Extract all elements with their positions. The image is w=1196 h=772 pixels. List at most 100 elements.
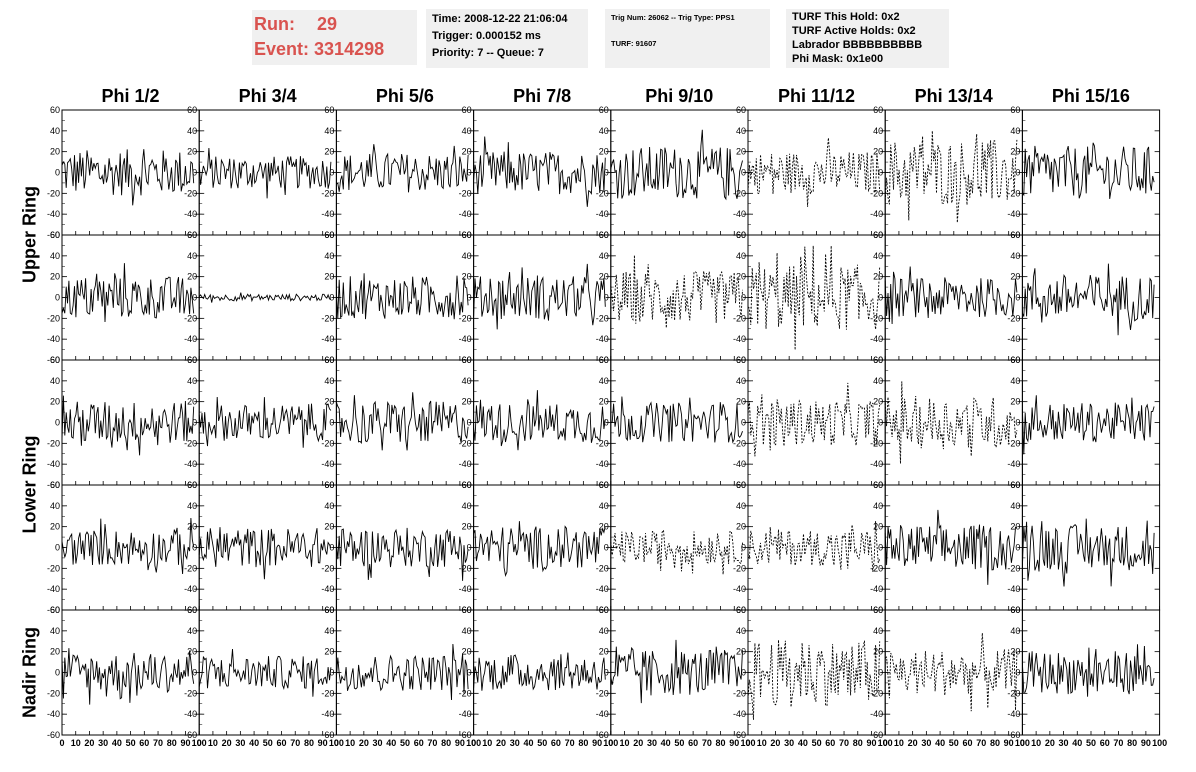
y-tick-label: 0 xyxy=(467,668,472,678)
x-tick-label: 80 xyxy=(853,738,863,748)
y-tick-label: 60 xyxy=(736,230,746,240)
y-tick-label: 20 xyxy=(324,397,334,407)
x-tick-label: 50 xyxy=(400,738,410,748)
panel-frame xyxy=(61,609,200,736)
y-tick-label: -20 xyxy=(47,313,60,323)
y-tick-label: -40 xyxy=(870,459,883,469)
y-tick-label: 20 xyxy=(324,272,334,282)
x-tick-label: 60 xyxy=(414,738,424,748)
run-label: Run: xyxy=(254,14,295,34)
y-tick-label: 40 xyxy=(187,501,197,511)
waveform-line xyxy=(473,390,606,451)
y-tick-label: -60 xyxy=(321,730,334,740)
y-tick-label: -20 xyxy=(184,313,197,323)
panel-frame xyxy=(610,234,749,361)
y-tick-label: -20 xyxy=(733,188,746,198)
y-tick-label: 20 xyxy=(462,397,472,407)
y-tick-label: -60 xyxy=(47,230,60,240)
y-tick-label: 20 xyxy=(462,272,472,282)
y-tick-label: 0 xyxy=(192,668,197,678)
y-tick-label: 40 xyxy=(1010,626,1020,636)
run-value: 29 xyxy=(316,14,338,34)
x-tick-label: 80 xyxy=(1127,738,1137,748)
y-tick-label: 40 xyxy=(736,376,746,386)
y-tick-label: -60 xyxy=(47,480,60,490)
y-tick-label: -40 xyxy=(1007,209,1020,219)
x-tick-label: 0 xyxy=(59,738,64,748)
x-tick-label: 50 xyxy=(949,738,959,748)
waveform-line xyxy=(61,517,195,575)
y-tick-label: 0 xyxy=(55,543,60,553)
x-tick-label: 0 xyxy=(745,738,750,748)
x-tick-label: 10 xyxy=(894,738,904,748)
y-tick-label: -60 xyxy=(459,730,472,740)
y-tick-label: -60 xyxy=(596,730,609,740)
y-tick-label: -40 xyxy=(459,459,472,469)
event-value: 3314298 xyxy=(314,39,385,59)
y-tick-label: -40 xyxy=(47,584,60,594)
x-tick-label: 40 xyxy=(112,738,122,748)
y-tick-label: 0 xyxy=(1015,418,1020,428)
turf-active-text: TURF Active Holds: 0x2 xyxy=(792,25,916,37)
y-tick-label: -40 xyxy=(47,209,60,219)
waveform-line xyxy=(1021,644,1155,697)
y-tick-label: 0 xyxy=(55,668,60,678)
y-tick-label: 40 xyxy=(324,251,334,261)
waveform-line xyxy=(473,521,606,577)
y-tick-label: -40 xyxy=(596,334,609,344)
y-tick-label: 20 xyxy=(324,147,334,157)
column-title: Phi 11/12 xyxy=(777,86,856,106)
y-tick-label: 60 xyxy=(187,105,197,115)
y-tick-label: 40 xyxy=(324,626,334,636)
y-tick-label: 40 xyxy=(1010,501,1020,511)
x-tick-label: 10 xyxy=(1031,738,1041,748)
y-tick-label: 20 xyxy=(736,147,746,157)
waveform-line xyxy=(198,292,332,303)
y-tick-label: 60 xyxy=(873,355,883,365)
y-tick-label: -20 xyxy=(47,563,60,573)
y-tick-label: 0 xyxy=(192,543,197,553)
y-tick-label: -60 xyxy=(870,730,883,740)
y-tick-label: -40 xyxy=(321,709,334,719)
y-tick-label: 20 xyxy=(599,147,609,157)
y-tick-label: 40 xyxy=(50,626,60,636)
y-tick-label: 40 xyxy=(1010,126,1020,136)
x-tick-label: 90 xyxy=(866,738,876,748)
y-tick-label: -60 xyxy=(47,730,60,740)
y-tick-label: 20 xyxy=(1010,272,1020,282)
waveform-line xyxy=(610,255,743,328)
y-tick-label: 40 xyxy=(462,501,472,511)
y-tick-label: -20 xyxy=(321,563,334,573)
x-tick-label: 70 xyxy=(427,738,437,748)
waveform-line xyxy=(884,266,1018,325)
y-tick-label: 20 xyxy=(736,522,746,532)
y-tick-label: 60 xyxy=(1010,105,1020,115)
x-tick-label: 50 xyxy=(812,738,822,748)
y-tick-label: -40 xyxy=(733,459,746,469)
y-tick-label: -40 xyxy=(870,334,883,344)
y-tick-label: -20 xyxy=(870,188,883,198)
trig-info-box: Trig Num: 26062 -- Trig Type: PPS1 TURF:… xyxy=(605,9,770,68)
y-tick-label: -20 xyxy=(870,438,883,448)
y-tick-label: 20 xyxy=(187,397,197,407)
waveform-line xyxy=(747,137,881,207)
y-tick-label: 0 xyxy=(329,543,334,553)
waveform-line xyxy=(610,129,743,201)
x-tick-label: 30 xyxy=(98,738,108,748)
waveform-line xyxy=(1022,142,1155,199)
y-tick-label: 0 xyxy=(55,293,60,303)
y-tick-label: 20 xyxy=(599,522,609,532)
y-tick-label: 0 xyxy=(741,543,746,553)
y-tick-label: -20 xyxy=(459,438,472,448)
y-tick-label: -20 xyxy=(596,688,609,698)
y-tick-label: 20 xyxy=(873,522,883,532)
y-tick-label: 0 xyxy=(604,168,609,178)
event-label: Event: xyxy=(254,39,310,59)
x-tick-label: 70 xyxy=(565,738,575,748)
y-tick-label: 40 xyxy=(462,126,472,136)
trig-num-text: Trig Num: 26062 -- Trig Type: PPS1 xyxy=(611,13,735,22)
x-tick-label: 10 xyxy=(208,738,218,748)
column-title: Phi 3/4 xyxy=(238,86,297,106)
waveform-line xyxy=(610,528,743,575)
y-tick-label: -20 xyxy=(184,188,197,198)
